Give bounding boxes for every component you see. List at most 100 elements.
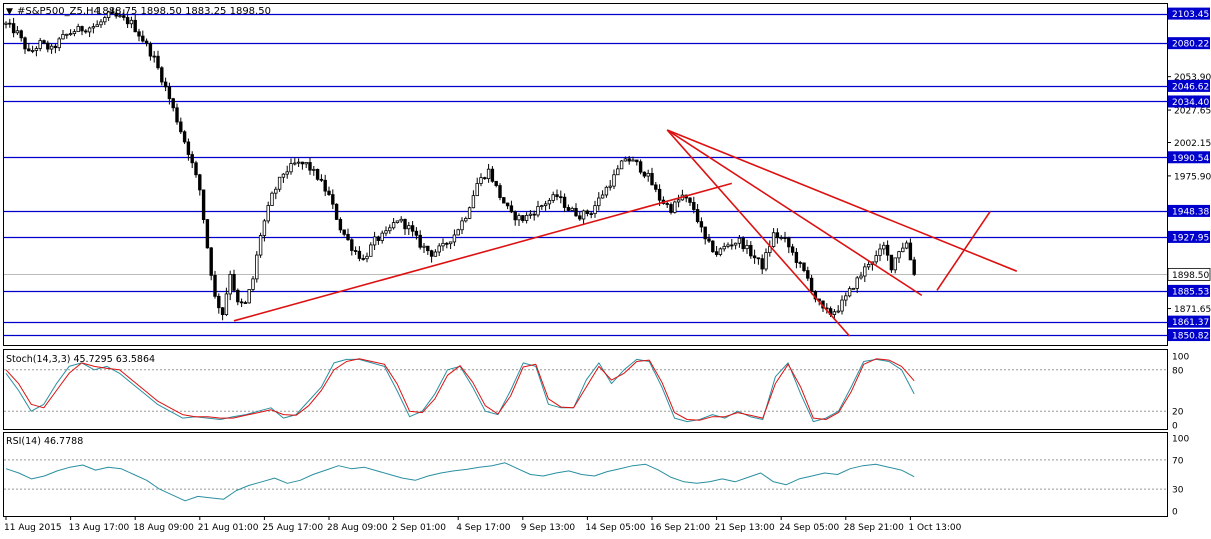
candle-body: [171, 98, 175, 109]
level-price-tag: [1168, 151, 1210, 164]
candle-body: [296, 161, 301, 164]
time-tick-label: 9 Sep 13:00: [521, 523, 576, 533]
candle-body: [912, 259, 916, 275]
level-price-tag: [1168, 95, 1210, 108]
candle-body: [612, 174, 616, 187]
candle-body: [836, 310, 840, 313]
candle-body: [232, 273, 236, 291]
trend-line-3[interactable]: [666, 129, 923, 297]
candle-body: [794, 251, 799, 263]
candle-body: [144, 40, 149, 45]
level-price-tag: [1168, 315, 1210, 328]
candle-body: [452, 234, 457, 243]
candle-body: [342, 229, 346, 235]
rsi-label: RSI(14) 46.7788: [6, 436, 83, 447]
collapse-arrow-icon[interactable]: ▼: [6, 7, 13, 17]
level-price-tag: [1168, 79, 1210, 92]
candle-body: [285, 171, 289, 175]
level-price-tag-text: 1948.38: [1172, 207, 1209, 217]
level-price-tag-text: 2080.22: [1172, 40, 1209, 50]
g-stoch-series-signal: [5, 358, 915, 421]
candle-body: [205, 219, 210, 249]
level-price-tag-text: 2034.40: [1172, 98, 1209, 108]
candle-body: [198, 174, 202, 191]
candle-body: [604, 186, 609, 196]
candle-body: [502, 197, 506, 204]
candle-body: [874, 255, 878, 263]
candle-body: [72, 31, 77, 35]
candle-body: [745, 245, 749, 250]
candle-body: [904, 242, 909, 249]
candle-body: [737, 237, 742, 244]
candle-body: [99, 21, 103, 26]
candle-body: [570, 207, 574, 211]
candle-body: [308, 162, 312, 171]
candle-body: [410, 225, 415, 232]
candle-body: [441, 242, 445, 247]
price-tick-label: 2002.15: [1174, 139, 1211, 149]
candle-body: [274, 188, 278, 194]
candle-body: [505, 202, 510, 207]
candle-body: [255, 254, 259, 280]
candle-body: [760, 258, 764, 270]
candle-body: [730, 244, 734, 247]
indicator-tick-label: 70: [1172, 456, 1184, 466]
price-tick-label: 2053.90: [1174, 73, 1211, 83]
candle-body: [676, 199, 681, 203]
candle-body: [418, 234, 422, 248]
candle-body: [543, 203, 548, 207]
candle-body: [19, 30, 23, 39]
candle-body: [893, 257, 897, 271]
candle-body: [281, 173, 286, 178]
candle-body: [399, 218, 403, 222]
time-tick-label: 25 Aug 17:00: [262, 523, 323, 533]
candle-body: [201, 189, 206, 220]
candle-body: [270, 192, 274, 206]
trend-line-4[interactable]: [666, 129, 851, 337]
candle-body: [521, 215, 525, 221]
candle-body: [186, 141, 191, 155]
trend-line-5[interactable]: [936, 210, 991, 291]
candle-body: [711, 240, 715, 253]
candle-body: [68, 33, 73, 36]
candle-body: [95, 24, 99, 28]
candle-body: [179, 121, 183, 133]
candle-body: [266, 205, 270, 222]
candle-body: [551, 194, 555, 201]
candle-body: [665, 203, 669, 205]
candle-body: [657, 188, 662, 201]
candle-body: [122, 15, 126, 18]
candle-body: [714, 251, 719, 255]
candle-body: [293, 162, 297, 165]
candle-body: [471, 195, 476, 209]
trend-line-2[interactable]: [666, 129, 1018, 272]
price-tick-label: 1871.65: [1174, 305, 1211, 315]
chart-symbol: #S&P500_Z5,H4: [17, 6, 100, 17]
level-price-tag: [1168, 37, 1210, 50]
candle-body: [619, 160, 624, 170]
candle-body: [623, 158, 628, 162]
candle-body: [479, 177, 483, 184]
candle-body: [141, 35, 145, 42]
candle-body: [236, 289, 240, 303]
indicator-tick-label: 100: [1172, 435, 1189, 445]
indicator-tick-label: 100: [1172, 353, 1189, 363]
support-resistance-levels: [4, 13, 1167, 337]
level-price-tag-text: 1885.53: [1172, 287, 1209, 297]
candle-body: [182, 131, 187, 143]
candle-body: [646, 173, 650, 177]
candle-body: [844, 295, 848, 301]
candle-body: [616, 168, 620, 176]
candle-body: [76, 26, 80, 33]
candle-body: [483, 177, 487, 180]
g-rsi-series-rsi: [5, 462, 915, 502]
trend-line-1[interactable]: [233, 182, 733, 322]
candle-body: [540, 205, 544, 208]
candle-body: [369, 244, 373, 257]
current-price-tag: [1167, 267, 1211, 281]
candle-body: [566, 207, 571, 211]
candle-body: [220, 307, 225, 316]
candle-body: [771, 232, 776, 247]
candle-body: [627, 158, 631, 162]
candle-body: [509, 205, 514, 213]
